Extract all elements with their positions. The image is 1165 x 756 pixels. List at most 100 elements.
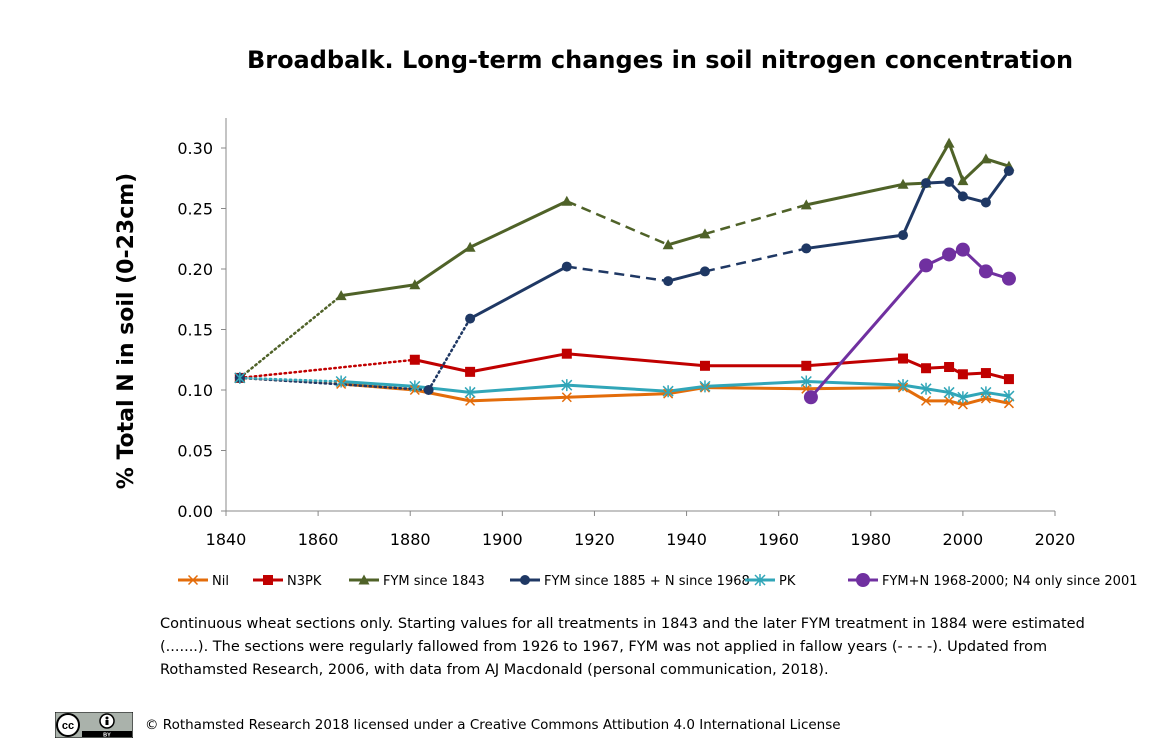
series-line-segment	[984, 170, 1011, 204]
series-line-segment	[566, 383, 669, 393]
data-point	[897, 178, 909, 189]
series-line-segment	[427, 317, 472, 392]
series-line-segment	[902, 383, 927, 391]
series-line-segment	[806, 233, 904, 250]
series-lines	[238, 142, 1011, 406]
y-tick-label: 0.00	[177, 502, 213, 521]
data-point	[943, 386, 955, 399]
series-line-segment	[566, 265, 669, 283]
data-point	[957, 399, 968, 410]
series-line-segment	[962, 390, 987, 399]
data-point	[335, 375, 347, 388]
data-point	[944, 395, 955, 406]
series-line-segment	[667, 232, 706, 247]
series-line-segment	[924, 142, 951, 184]
series-line-segment	[667, 384, 706, 393]
by-badge-label: BY	[103, 733, 111, 739]
data-point	[409, 354, 420, 365]
data-point	[980, 153, 992, 164]
x-tick-label: 2020	[1035, 530, 1076, 549]
x-tick-label: 1940	[666, 530, 707, 549]
license-text: © Rothamsted Research 2018 licensed unde…	[145, 717, 841, 733]
data-point	[464, 386, 476, 399]
y-tick-label: 0.30	[177, 139, 213, 158]
data-point	[921, 395, 932, 406]
series-line-segment	[238, 358, 417, 380]
data-point	[919, 258, 934, 273]
data-point	[409, 380, 421, 393]
series-line-segment	[667, 269, 706, 283]
data-point	[957, 191, 968, 202]
data-point	[898, 230, 909, 241]
data-point	[955, 242, 970, 257]
data-point	[561, 379, 573, 392]
data-point	[978, 264, 993, 279]
series-line-segment	[469, 383, 567, 394]
data-point	[1003, 390, 1015, 403]
data-point	[1001, 271, 1016, 286]
series-markers	[234, 137, 1016, 410]
y-tick-label: 0.25	[177, 200, 213, 219]
x-tick-label: 1960	[758, 530, 799, 549]
series-line-segment	[985, 397, 1010, 405]
data-point	[943, 137, 955, 148]
series-line-segment	[704, 386, 807, 391]
legend-marker	[856, 573, 870, 587]
x-tick-label: 1860	[298, 530, 339, 549]
legend-label: FYM since 1885 + N since 1968	[544, 574, 750, 589]
series-line-segment	[809, 264, 928, 399]
data-point	[944, 176, 955, 187]
chart-axes: 0.00 0.05 0.10 0.15 0.20 0.25 0.30 1840 1860 1880…	[177, 118, 1075, 549]
series-line-segment	[340, 283, 416, 298]
x-tick-label: 2000	[943, 530, 984, 549]
data-point	[465, 395, 476, 406]
line-chart: 0.00 0.05 0.10 0.15 0.20 0.25 0.30 1840 1860 1880…	[177, 118, 1138, 589]
legend-label: N3PK	[287, 574, 322, 589]
data-point	[800, 199, 812, 210]
series-line-segment	[469, 352, 568, 374]
data-point	[699, 360, 710, 371]
data-point	[234, 371, 246, 384]
data-point	[803, 390, 818, 405]
data-point	[942, 247, 957, 262]
data-point	[561, 261, 572, 272]
data-point	[801, 360, 812, 371]
data-point	[465, 313, 476, 324]
data-point	[980, 368, 991, 379]
data-point	[1003, 374, 1014, 385]
data-point	[944, 362, 955, 373]
legend-label: Nil	[212, 574, 229, 589]
x-tick-label: 1920	[574, 530, 615, 549]
chart-legend: Nil N3PK FYM since 1843 FYM since 1885 + N …	[178, 573, 1138, 589]
data-point	[957, 369, 968, 380]
legend-label: FYM since 1843	[383, 574, 485, 589]
series-line-segment	[238, 376, 343, 383]
data-point	[335, 290, 347, 301]
series-line-segment	[704, 380, 807, 388]
data-point	[980, 386, 992, 399]
data-point	[699, 380, 711, 393]
legend-marker	[263, 575, 273, 585]
data-point	[921, 178, 932, 189]
data-point	[1003, 398, 1014, 409]
series-line-segment	[985, 390, 1010, 398]
data-point	[980, 197, 991, 208]
data-point	[423, 385, 434, 395]
legend-marker	[520, 575, 530, 585]
y-tick-label: 0.05	[177, 442, 213, 461]
legend-marker	[187, 574, 199, 586]
series-line-segment	[704, 247, 807, 273]
data-point	[662, 385, 674, 398]
series-line-segment	[469, 199, 568, 249]
series-line-segment	[806, 357, 904, 368]
series-line-segment	[566, 200, 669, 246]
data-point	[663, 276, 674, 287]
caption-line-3: Rothamsted Research, 2006, with data fro…	[160, 662, 829, 678]
data-point	[920, 382, 932, 395]
data-point	[898, 353, 909, 364]
series-line-segment	[469, 265, 568, 320]
x-tick-label: 1900	[482, 530, 523, 549]
series-line-segment	[341, 380, 415, 388]
license-notice: cc BY © Rothamsted Research 2018 license…	[55, 711, 841, 739]
y-tick-label: 0.15	[177, 321, 213, 340]
